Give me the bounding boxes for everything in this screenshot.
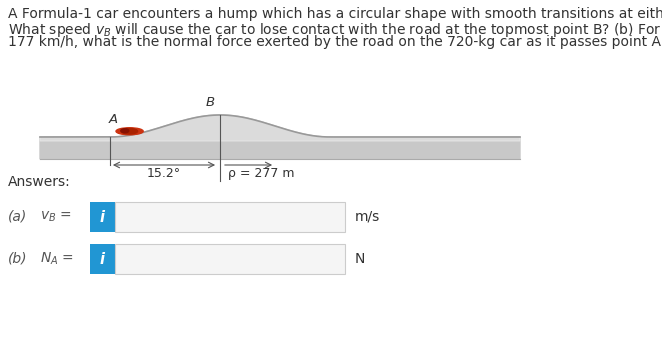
Text: A: A xyxy=(109,113,118,126)
Text: A Formula-1 car encounters a hump which has a circular shape with smooth transit: A Formula-1 car encounters a hump which … xyxy=(8,7,662,21)
Polygon shape xyxy=(40,115,520,141)
Text: $N_A$ =: $N_A$ = xyxy=(40,251,74,267)
Text: ρ = 277 m: ρ = 277 m xyxy=(228,167,295,180)
FancyBboxPatch shape xyxy=(115,202,345,232)
Text: i: i xyxy=(100,252,105,266)
FancyBboxPatch shape xyxy=(90,244,115,274)
Text: i: i xyxy=(100,210,105,225)
Text: (a): (a) xyxy=(8,210,27,224)
Text: $v_B$ =: $v_B$ = xyxy=(40,210,71,224)
Text: m/s: m/s xyxy=(355,210,380,224)
Text: What speed $v_B$ will cause the car to lose contact with the road at the topmost: What speed $v_B$ will cause the car to l… xyxy=(8,21,662,39)
Ellipse shape xyxy=(116,128,143,135)
Text: N: N xyxy=(355,252,365,266)
Text: 177 km/h, what is the normal force exerted by the road on the 720-kg car as it p: 177 km/h, what is the normal force exert… xyxy=(8,35,662,49)
Text: Answers:: Answers: xyxy=(8,175,71,189)
Polygon shape xyxy=(40,115,520,159)
FancyBboxPatch shape xyxy=(115,244,345,274)
Text: (b): (b) xyxy=(8,252,28,266)
Ellipse shape xyxy=(120,129,129,133)
Ellipse shape xyxy=(122,128,138,134)
FancyBboxPatch shape xyxy=(90,202,115,232)
Text: B: B xyxy=(205,96,214,109)
Text: 15.2°: 15.2° xyxy=(147,167,181,180)
